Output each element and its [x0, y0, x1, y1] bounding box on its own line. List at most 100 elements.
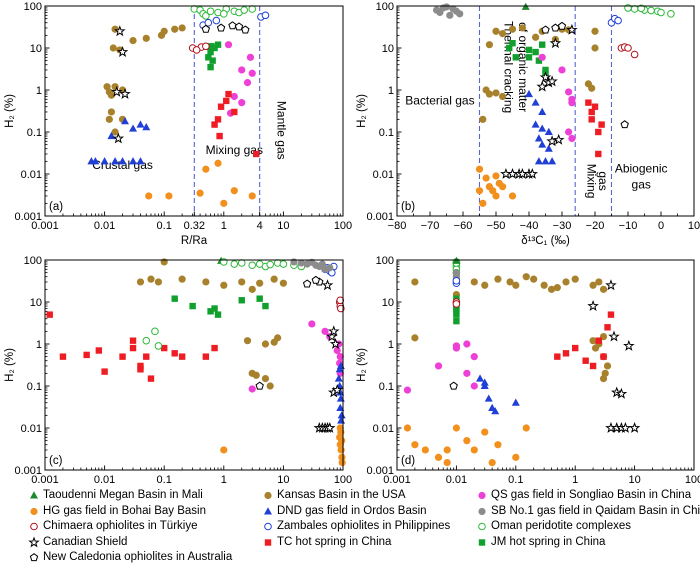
annotation-label: gas: [632, 178, 651, 192]
data-point: [589, 362, 597, 370]
data-point: [479, 115, 487, 123]
legend-label: Taoudenni Megan Basin in Mali: [43, 489, 203, 501]
data-point: [248, 261, 257, 270]
y-tick-label: 0.01: [21, 169, 42, 181]
data-point: [403, 386, 412, 394]
series-newcal: [201, 21, 250, 34]
data-point: [595, 128, 602, 136]
series-tc: [46, 311, 218, 382]
y-tick-label: 10: [30, 43, 42, 55]
annotation-label: Bacterial gas: [405, 94, 474, 108]
data-point: [111, 85, 123, 97]
data-point: [230, 260, 239, 268]
legend-marker: [478, 507, 486, 515]
data-point: [256, 295, 263, 302]
data-point: [449, 5, 457, 13]
legend: Taoudenni Megan Basin in Mali Kansas Basi…: [0, 486, 700, 570]
data-point: [614, 16, 622, 25]
data-point: [107, 91, 115, 99]
data-point: [248, 285, 256, 293]
data-point: [212, 16, 221, 25]
data-point: [623, 339, 635, 351]
data-point: [509, 40, 516, 47]
data-point: [211, 344, 218, 352]
legend-marker-shape: [264, 538, 272, 546]
data-point: [256, 279, 264, 287]
data-point: [211, 121, 218, 128]
series-chimaera: [452, 298, 461, 308]
series-canadian: [587, 279, 641, 433]
data-point: [607, 311, 615, 318]
legend-marker-shape: [478, 522, 486, 531]
data-point: [241, 25, 250, 34]
y-tick-label: 0.1: [379, 381, 394, 393]
data-point: [211, 305, 218, 312]
data-point: [485, 90, 493, 98]
series-chimaera: [188, 42, 210, 54]
legend-marker-shape: [28, 535, 40, 547]
y-tick-label: 10: [30, 297, 42, 309]
data-point: [482, 174, 490, 182]
data-point: [630, 50, 639, 59]
data-point: [337, 411, 346, 419]
plot-frame: [44, 259, 344, 471]
data-point: [598, 121, 605, 128]
legend-label: Oman peridotite complexes: [491, 520, 631, 532]
data-point: [248, 69, 256, 77]
data-point: [171, 25, 179, 33]
data-point: [512, 453, 520, 461]
data-point: [274, 334, 282, 342]
data-point: [470, 278, 478, 286]
data-point: [546, 75, 558, 87]
series-chimaera: [617, 43, 639, 59]
data-point: [178, 275, 186, 283]
x-tick-label: 0.1: [508, 474, 523, 486]
series-dnd: [525, 89, 557, 165]
data-point: [311, 275, 321, 284]
y-tick-label: 100: [376, 1, 394, 13]
data-point: [238, 297, 245, 304]
y-tick-label: 10: [382, 43, 394, 55]
x-tick-label: −30: [553, 220, 572, 232]
series-kansas: [136, 258, 287, 390]
data-point: [544, 144, 553, 152]
data-point: [136, 157, 145, 165]
panel-b: −80 −70 −60 −50 −40 −30 −20 −10 0 10 0.001 0.01 0.1 1…: [356, 1, 700, 247]
data-point: [214, 159, 222, 167]
data-point: [463, 340, 471, 348]
series-kansas: [479, 24, 599, 123]
data-point: [217, 103, 225, 110]
data-point: [160, 258, 168, 266]
data-point: [508, 192, 517, 200]
y-tick-label: 10: [382, 297, 394, 309]
plot-frame: [396, 5, 695, 217]
data-point: [214, 311, 222, 318]
data-point: [266, 260, 274, 269]
data-point: [539, 41, 546, 48]
series-qs: [538, 53, 576, 143]
x-tick-label: 10: [688, 220, 700, 232]
data-point: [246, 53, 255, 61]
data-point: [511, 398, 520, 406]
series-newcal: [255, 275, 324, 390]
data-point: [568, 99, 576, 107]
data-point: [535, 57, 543, 64]
x-tick-label: 0.01: [446, 474, 467, 486]
data-point: [129, 37, 137, 45]
data-point: [489, 187, 497, 195]
data-point: [237, 259, 246, 267]
x-tick-label: 100: [685, 474, 700, 486]
legend-marker-shape: [264, 522, 272, 531]
data-point: [105, 115, 113, 123]
data-point: [230, 92, 238, 101]
data-point: [136, 278, 145, 286]
data-point: [541, 25, 550, 34]
series-hg: [145, 159, 256, 207]
data-point: [116, 46, 129, 57]
x-tick-label: 0.001: [383, 474, 411, 486]
y-tick-label: 0.1: [27, 381, 42, 393]
data-point: [565, 88, 573, 96]
data-point: [452, 424, 460, 432]
data-point: [552, 133, 565, 145]
